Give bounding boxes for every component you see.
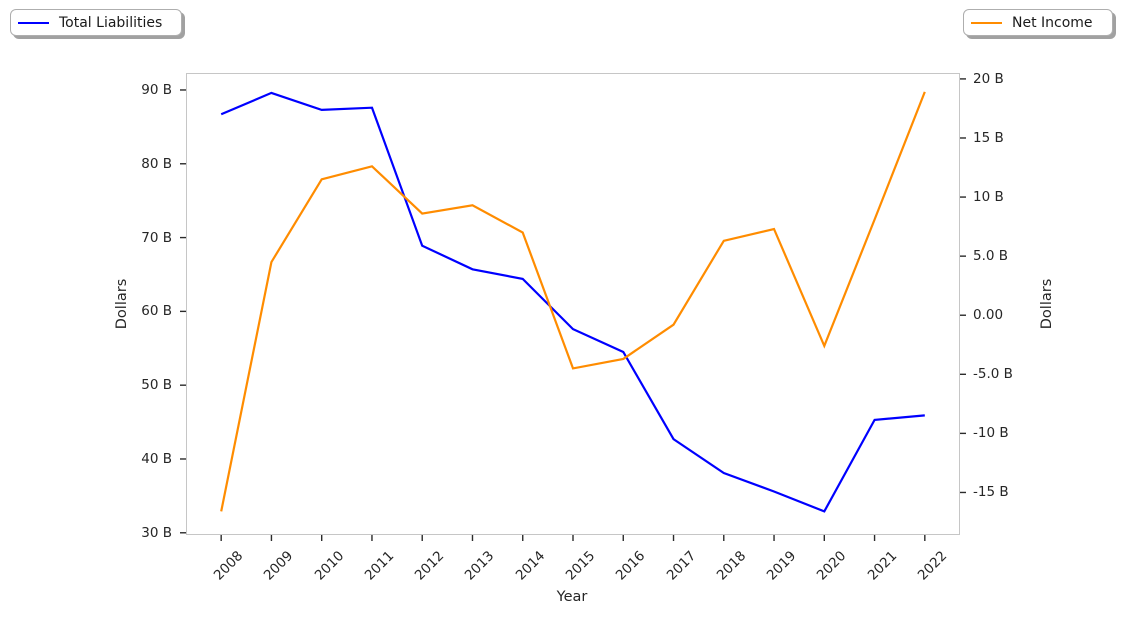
series-line-total-liabilities xyxy=(220,91,925,513)
plot-area xyxy=(186,73,960,535)
left-y-tick-label: 80 B xyxy=(141,155,172,172)
legend-total-liabilities: Total Liabilities xyxy=(10,9,182,36)
left-y-tick-label: 40 B xyxy=(141,450,172,467)
right-y-tick-label: 20 B xyxy=(973,70,1004,87)
series-line-net-income xyxy=(220,91,926,512)
left-y-tick-label: 50 B xyxy=(141,377,172,394)
total-liabilities-line-sample-icon xyxy=(18,21,49,24)
right-y-tick-label: 0.00 xyxy=(973,307,1004,324)
right-y-tick-label: 15 B xyxy=(973,129,1004,146)
x-axis-label: Year xyxy=(556,589,588,605)
left-y-tick-label: 60 B xyxy=(141,303,172,320)
left-y-tick-label: 90 B xyxy=(141,81,172,98)
left-y-tick-label: 70 B xyxy=(141,229,172,246)
right-y-tick-label: -5.0 B xyxy=(973,366,1013,383)
left-y-tick-label: 30 B xyxy=(141,524,172,541)
right-y-tick-label: -10 B xyxy=(973,425,1009,442)
right-y-tick-label: 5.0 B xyxy=(973,248,1009,265)
legend-total-liabilities-label: Total Liabilities xyxy=(59,14,163,31)
legend-net-income: Net Income xyxy=(963,9,1113,36)
right-y-tick-label: -15 B xyxy=(973,484,1009,501)
right-y-tick-label: 10 B xyxy=(973,189,1004,206)
legend-net-income-label: Net Income xyxy=(1012,14,1093,31)
y-axis-label-right: Dollars xyxy=(1039,278,1055,330)
y-axis-label-left: Dollars xyxy=(114,278,130,330)
net-income-line-sample-icon xyxy=(971,21,1002,24)
